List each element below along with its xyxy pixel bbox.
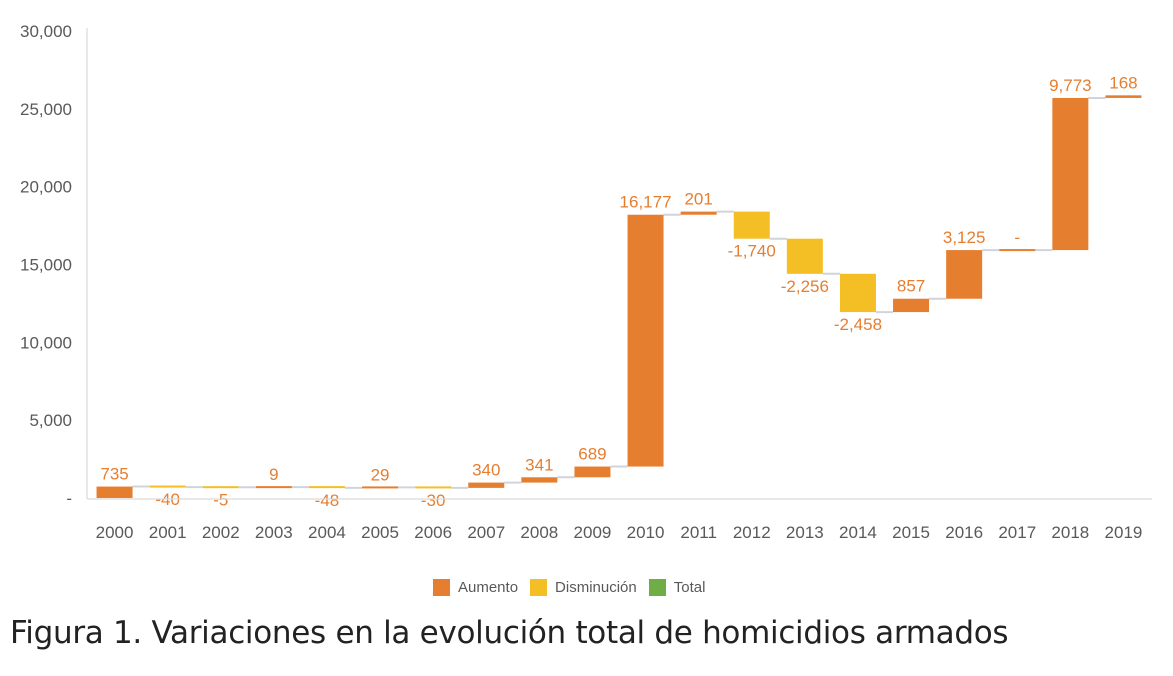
- waterfall-bar: [839, 273, 876, 313]
- waterfall-bar: [999, 249, 1036, 252]
- legend-label: Total: [673, 579, 706, 596]
- waterfall-bar: [786, 238, 823, 274]
- waterfall-bar: [893, 298, 930, 313]
- data-label: -48: [315, 491, 340, 510]
- data-label: 735: [100, 465, 128, 484]
- waterfall-bar: [574, 466, 611, 478]
- waterfall-bar: [468, 482, 505, 488]
- waterfall-bar: [308, 486, 345, 489]
- x-tick-label: 2001: [149, 523, 187, 542]
- data-label: -2,256: [781, 277, 829, 296]
- x-tick-label: 2018: [1051, 523, 1089, 542]
- data-label: 341: [525, 455, 553, 474]
- y-axis: - 5,000 10,000 15,000 20,000 25,000 30,000: [20, 22, 88, 508]
- data-label: -40: [155, 490, 180, 509]
- x-tick-label: 2010: [627, 523, 665, 542]
- x-tick-label: 2012: [733, 523, 771, 542]
- x-tick-label: 2000: [96, 523, 134, 542]
- data-label: -5: [213, 490, 228, 509]
- data-label: 29: [371, 465, 390, 484]
- legend: Aumento Disminución Total: [433, 579, 709, 596]
- x-tick-label: 2006: [414, 523, 452, 542]
- x-tick-label: 2017: [998, 523, 1036, 542]
- x-tick-label: 2004: [308, 523, 346, 542]
- x-tick-label: 2002: [202, 523, 240, 542]
- waterfall-bar: [521, 477, 558, 483]
- bars: [96, 95, 1142, 498]
- disminucion-swatch-icon: [530, 579, 548, 596]
- figure-caption: Figura 1. Variaciones en la evolución to…: [10, 615, 1009, 651]
- legend-label: Aumento: [458, 579, 519, 596]
- data-label: -30: [421, 491, 446, 510]
- data-label: 201: [684, 190, 712, 209]
- waterfall-bar: [680, 211, 717, 215]
- waterfall-bar: [202, 486, 239, 489]
- data-label: -2,458: [834, 315, 882, 334]
- waterfall-bar: [149, 485, 186, 488]
- x-tick-label: 2007: [467, 523, 505, 542]
- y-tick-label: 25,000: [20, 100, 72, 119]
- data-label: 857: [897, 277, 925, 296]
- total-swatch-icon: [648, 579, 666, 596]
- x-tick-label: 2019: [1105, 523, 1143, 542]
- x-tick-label: 2008: [520, 523, 558, 542]
- waterfall-bar: [255, 486, 292, 489]
- data-label: -1,740: [728, 242, 776, 261]
- y-tick-label: -: [66, 489, 72, 508]
- data-label: 3,125: [943, 228, 986, 247]
- connector-lines: [132, 96, 1106, 489]
- waterfall-bar: [946, 250, 983, 299]
- y-tick-label: 5,000: [29, 411, 72, 430]
- y-tick-label: 20,000: [20, 178, 72, 197]
- data-label: 340: [472, 461, 500, 480]
- x-tick-label: 2014: [839, 523, 877, 542]
- y-tick-label: 15,000: [20, 256, 72, 275]
- y-tick-label: 10,000: [20, 333, 72, 352]
- waterfall-bar: [415, 486, 452, 489]
- data-labels: 735 -40 -5 9 -48 29 -30 340 341 689 16,177 201 -1,74…: [100, 73, 1137, 510]
- x-tick-label: 2003: [255, 523, 293, 542]
- x-tick-label: 2015: [892, 523, 930, 542]
- waterfall-bar: [1105, 95, 1142, 98]
- x-tick-label: 2009: [574, 523, 612, 542]
- data-label: 168: [1109, 73, 1137, 92]
- legend-item-total: Total: [648, 579, 706, 596]
- waterfall-bar: [627, 214, 664, 467]
- data-label: -: [1014, 228, 1020, 247]
- waterfall-bar: [96, 486, 133, 498]
- legend-item-aumento: Aumento: [433, 579, 518, 596]
- x-tick-label: 2013: [786, 523, 824, 542]
- y-tick-label: 30,000: [20, 22, 72, 41]
- x-tick-label: 2011: [680, 523, 717, 542]
- x-tick-label: 2005: [361, 523, 399, 542]
- legend-item-disminucion: Disminución: [530, 579, 637, 596]
- data-label: 689: [578, 445, 606, 464]
- waterfall-chart: - 5,000 10,000 15,000 20,000 25,000 30,000 735…: [20, 22, 1152, 542]
- waterfall-bar: [733, 211, 770, 239]
- data-label: 9,773: [1049, 76, 1092, 95]
- x-tick-label: 2016: [945, 523, 983, 542]
- aumento-swatch-icon: [433, 579, 450, 596]
- waterfall-bar: [1052, 97, 1089, 251]
- x-axis: 2000 2001 2002 2003 2004 2005 2006 2007 2008 2009…: [87, 498, 1152, 542]
- legend-label: Disminución: [555, 579, 637, 596]
- waterfall-bar: [362, 486, 399, 489]
- data-label: 16,177: [620, 193, 672, 212]
- data-label: 9: [269, 465, 278, 484]
